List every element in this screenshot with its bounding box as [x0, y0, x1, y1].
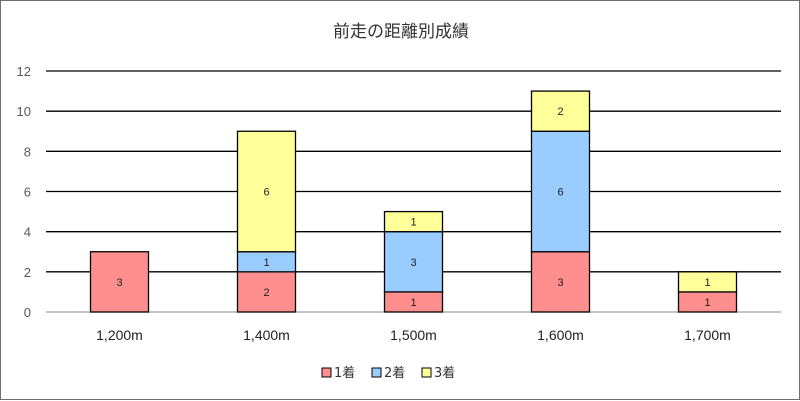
bar-segment: [383, 210, 444, 233]
x-tick-label: 1,200m: [96, 327, 143, 343]
chart-title: 前走の距離別成績: [333, 22, 469, 42]
y-tick-label: 0: [24, 305, 31, 320]
bar-segment: [530, 90, 591, 132]
x-axis: 1,200m 1,400m 1,500m 1,600m 1,700m: [96, 327, 731, 343]
data-label: 3: [557, 277, 563, 289]
y-tick-label: 10: [17, 104, 31, 119]
y-tick-label: 2: [24, 265, 31, 280]
y-tick-label: 6: [24, 185, 31, 200]
data-label: 2: [557, 106, 563, 118]
data-label: 3: [116, 277, 122, 289]
bar-segment: [236, 130, 297, 253]
x-tick-label: 1,700m: [684, 327, 731, 343]
y-tick-label: 4: [24, 225, 31, 240]
data-label: 1: [410, 297, 416, 309]
x-tick-label: 1,500m: [390, 327, 437, 343]
bar-segment: [530, 251, 591, 313]
bar-segment: [236, 271, 297, 313]
x-tick-label: 1,400m: [243, 327, 290, 343]
legend-label: 3着: [434, 365, 455, 381]
bars: 3 2 1 6 1 3 1 3 6 2 1 1: [89, 90, 738, 313]
bar-segment: [530, 130, 591, 253]
legend-label: 2着: [384, 365, 405, 381]
data-label: 1: [704, 297, 710, 309]
legend-swatch: [321, 367, 332, 378]
data-label: 1: [263, 257, 269, 269]
legend-label: 1着: [334, 365, 355, 381]
bar-segment: [89, 251, 150, 313]
x-tick-label: 1,600m: [537, 327, 584, 343]
data-label: 3: [410, 257, 416, 269]
y-tick-label: 12: [17, 64, 31, 79]
bar-segment: [383, 231, 444, 293]
legend-swatch: [421, 367, 432, 378]
data-label: 2: [263, 287, 269, 299]
legend-swatch: [371, 367, 382, 378]
data-label: 1: [704, 277, 710, 289]
bar-segment: [677, 271, 738, 293]
legend: 1着 2着 3着: [321, 365, 455, 381]
y-axis: 0 2 4 6 8 10 12: [17, 64, 31, 320]
data-label: 1: [410, 217, 416, 229]
y-tick-label: 8: [24, 144, 31, 159]
data-label: 6: [263, 187, 269, 199]
data-label: 6: [557, 187, 563, 199]
